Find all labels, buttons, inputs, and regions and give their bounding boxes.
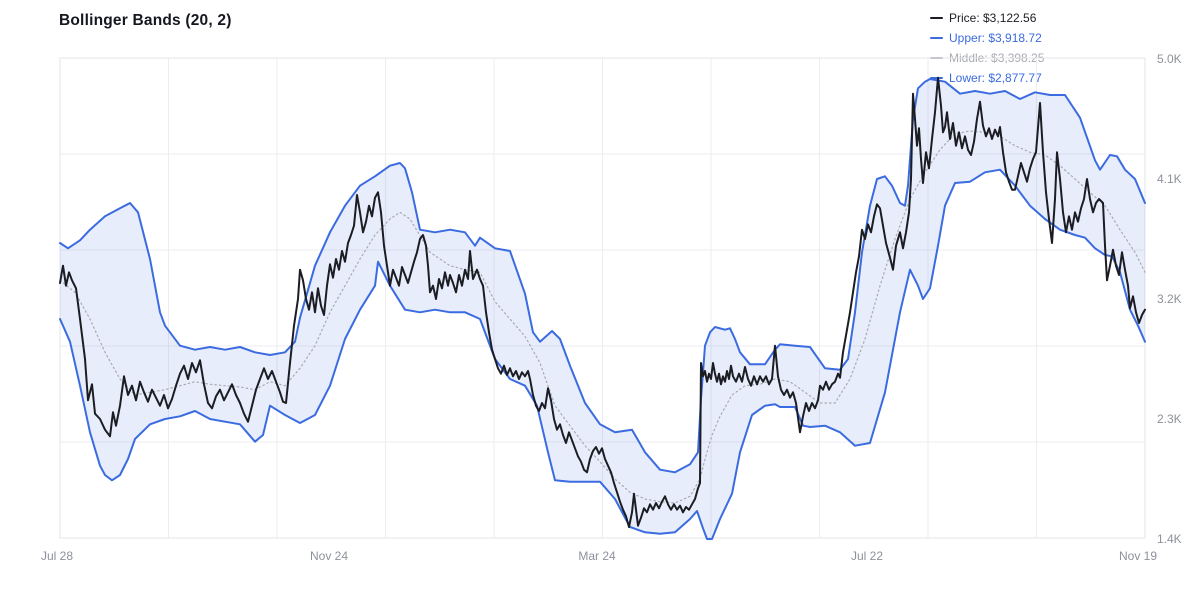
upper-band-swatch bbox=[930, 36, 943, 40]
x-tick: Nov 19 bbox=[1118, 549, 1158, 563]
y-tick: 4.1K bbox=[1157, 172, 1182, 186]
y-tick: 3.2K bbox=[1157, 292, 1182, 306]
page-title: Bollinger Bands (20, 2) bbox=[59, 12, 232, 29]
y-tick: 1.4K bbox=[1157, 532, 1182, 546]
legend-lower-label: Lower: $2,877.77 bbox=[949, 71, 1042, 85]
price-line-swatch bbox=[930, 16, 943, 20]
x-tick: Nov 24 bbox=[309, 549, 349, 563]
x-tick: Mar 24 bbox=[578, 549, 616, 563]
x-tick: Jul 22 bbox=[850, 549, 884, 563]
x-tick: Jul 28 bbox=[40, 549, 74, 563]
legend-item-upper[interactable]: Upper: $3,918.72 bbox=[930, 28, 1044, 48]
y-tick: 2.3K bbox=[1157, 412, 1182, 426]
lower-band-swatch bbox=[930, 76, 943, 80]
legend-item-lower[interactable]: Lower: $2,877.77 bbox=[930, 68, 1044, 88]
legend-item-price[interactable]: Price: $3,122.56 bbox=[930, 8, 1044, 28]
legend-price-label: Price: $3,122.56 bbox=[949, 11, 1037, 25]
legend-upper-label: Upper: $3,918.72 bbox=[949, 31, 1042, 45]
y-tick: 5.0K bbox=[1157, 52, 1182, 66]
